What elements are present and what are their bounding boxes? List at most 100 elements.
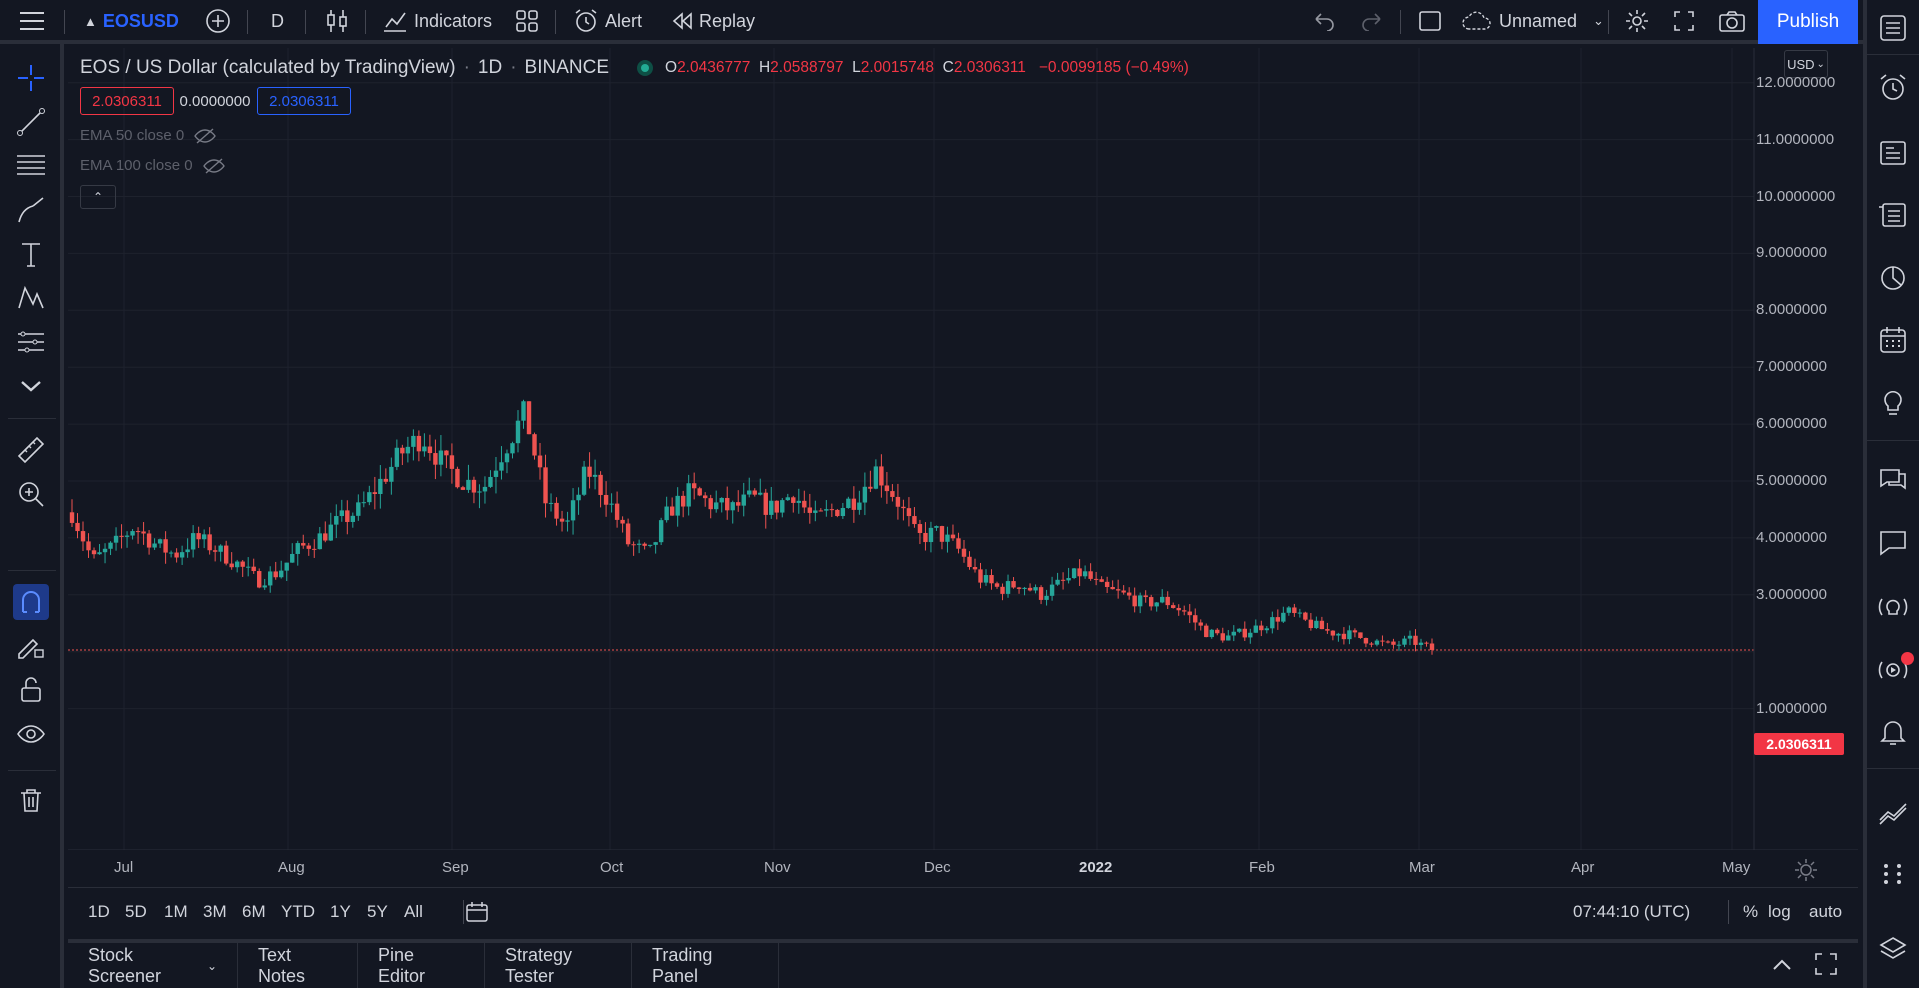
candle-body bbox=[1402, 638, 1407, 645]
layers-button[interactable] bbox=[1875, 932, 1911, 968]
pattern-icon bbox=[18, 285, 44, 309]
price-tick-label: 8.0000000 bbox=[1756, 301, 1827, 319]
alert-button[interactable]: Alert bbox=[573, 0, 642, 42]
currency-select[interactable]: USD ⌄ bbox=[1784, 50, 1828, 78]
text-tool[interactable] bbox=[13, 236, 49, 272]
trading-panel-button[interactable] bbox=[1875, 794, 1911, 830]
alerts-panel-button[interactable] bbox=[1875, 70, 1911, 106]
trend-line-tool[interactable] bbox=[13, 104, 49, 140]
percent-scale-button[interactable]: % bbox=[1743, 888, 1758, 936]
range-button-3m[interactable]: 3M bbox=[203, 902, 227, 921]
brush-tool[interactable] bbox=[13, 192, 49, 228]
publish-button[interactable]: Publish bbox=[1758, 0, 1858, 44]
hide-drawings-tool[interactable] bbox=[13, 716, 49, 752]
alarm-clock-icon bbox=[575, 9, 597, 32]
news-button[interactable] bbox=[1875, 135, 1911, 171]
candle-body bbox=[1264, 628, 1270, 631]
candle-body bbox=[851, 498, 857, 510]
eye-hidden-icon[interactable] bbox=[202, 157, 225, 174]
chats-button[interactable] bbox=[1875, 462, 1911, 498]
tab-pine-editor[interactable]: Pine Editor bbox=[358, 943, 485, 988]
auto-scale-button[interactable]: auto bbox=[1809, 888, 1842, 936]
layout-name-button[interactable]: Unnamed ⌄ bbox=[1461, 0, 1604, 42]
candle-body bbox=[796, 500, 802, 503]
tab-trading-panel[interactable]: Trading Panel bbox=[632, 943, 779, 988]
prediction-tool[interactable] bbox=[13, 324, 49, 360]
magnet-tool[interactable] bbox=[13, 584, 49, 620]
calendar-button[interactable] bbox=[1875, 322, 1911, 358]
more-tools-button[interactable] bbox=[13, 368, 49, 404]
tab-stock-screener[interactable]: Stock Screener ⌄ bbox=[68, 943, 238, 988]
snapshot-button[interactable] bbox=[1718, 0, 1746, 42]
dom-button[interactable] bbox=[1875, 856, 1911, 892]
candle-body bbox=[108, 542, 113, 549]
gear-icon bbox=[1626, 10, 1648, 32]
lock-drawings-tool[interactable] bbox=[13, 672, 49, 708]
tab-label: Trading Panel bbox=[652, 944, 713, 986]
interval-button[interactable]: D bbox=[271, 0, 284, 42]
buy-price-box[interactable]: 2.0306311 bbox=[257, 87, 351, 115]
templates-button[interactable] bbox=[515, 0, 539, 42]
undo-button[interactable] bbox=[1312, 0, 1336, 42]
collapse-panel-button[interactable] bbox=[1768, 951, 1798, 981]
ideas-button[interactable] bbox=[1875, 384, 1911, 420]
range-button-5d[interactable]: 5D bbox=[125, 902, 147, 921]
notifications-button[interactable] bbox=[1875, 714, 1911, 750]
price-chart[interactable] bbox=[68, 48, 1858, 850]
tab-text-notes[interactable]: Text Notes bbox=[238, 943, 358, 988]
ema-100-legend[interactable]: EMA 100 close 0 bbox=[80, 157, 225, 174]
zoom-tool[interactable] bbox=[13, 476, 49, 512]
log-scale-button[interactable]: log bbox=[1768, 888, 1791, 936]
candle-body bbox=[1292, 607, 1297, 614]
candle-body bbox=[807, 507, 813, 513]
candle-body bbox=[251, 566, 256, 572]
remove-drawings-tool[interactable] bbox=[13, 782, 49, 818]
range-button-all[interactable]: All bbox=[404, 902, 423, 921]
candle-body bbox=[1369, 643, 1374, 645]
measure-tool[interactable] bbox=[13, 432, 49, 468]
watchlist-button[interactable] bbox=[1875, 10, 1911, 46]
candle-body bbox=[1160, 596, 1165, 603]
stay-in-drawing-tool[interactable] bbox=[13, 628, 49, 664]
compare-button[interactable] bbox=[205, 0, 231, 42]
layout-select-button[interactable] bbox=[1418, 0, 1442, 42]
auto-label: auto bbox=[1809, 902, 1843, 921]
chat-button[interactable] bbox=[1875, 524, 1911, 560]
range-button-6m[interactable]: 6M bbox=[242, 902, 266, 921]
open-key: O bbox=[665, 59, 678, 76]
tab-label: Text Notes bbox=[258, 944, 306, 986]
settings-button[interactable] bbox=[1624, 0, 1650, 42]
range-button-1m[interactable]: 1M bbox=[164, 902, 188, 921]
replay-button[interactable]: Replay bbox=[671, 0, 755, 42]
crosshair-tool[interactable] bbox=[13, 60, 49, 96]
fullscreen-button[interactable] bbox=[1672, 0, 1696, 42]
indicators-icon bbox=[384, 12, 406, 32]
chart-legend-title[interactable]: EOS / US Dollar (calculated by TradingVi… bbox=[80, 57, 654, 79]
clock-display[interactable]: 07:44:10 (UTC) bbox=[1573, 888, 1690, 936]
main-menu-button[interactable] bbox=[18, 0, 46, 42]
axis-settings-button[interactable] bbox=[1793, 857, 1819, 883]
eye-hidden-icon[interactable] bbox=[194, 127, 217, 144]
maximize-panel-button[interactable] bbox=[1813, 951, 1843, 981]
collapse-legend-button[interactable]: ⌃ bbox=[80, 185, 116, 209]
pattern-tool[interactable] bbox=[13, 280, 49, 316]
ema-50-legend[interactable]: EMA 50 close 0 bbox=[80, 127, 217, 144]
sell-price-box[interactable]: 2.0306311 bbox=[80, 87, 174, 115]
chart-type-button[interactable] bbox=[326, 0, 348, 42]
range-button-1y[interactable]: 1Y bbox=[330, 902, 351, 921]
range-button-5y[interactable]: 5Y bbox=[367, 902, 388, 921]
symbol-search-button[interactable]: ▲ EOSUSD bbox=[84, 0, 179, 42]
candle-body bbox=[240, 561, 245, 567]
tab-strategy-tester[interactable]: Strategy Tester bbox=[485, 943, 632, 988]
range-button-ytd[interactable]: YTD bbox=[281, 902, 315, 921]
hotlists-button[interactable] bbox=[1875, 260, 1911, 296]
price-tick-label: 6.0000000 bbox=[1756, 415, 1827, 433]
fib-tool[interactable] bbox=[13, 148, 49, 184]
data-window-button[interactable] bbox=[1875, 197, 1911, 233]
range-button-1d[interactable]: 1D bbox=[88, 902, 110, 921]
go-to-date-button[interactable] bbox=[464, 899, 494, 925]
redo-button[interactable] bbox=[1360, 0, 1384, 42]
indicators-button[interactable]: Indicators bbox=[382, 0, 492, 42]
candle-body bbox=[1148, 597, 1154, 607]
streams-button[interactable] bbox=[1875, 589, 1911, 625]
